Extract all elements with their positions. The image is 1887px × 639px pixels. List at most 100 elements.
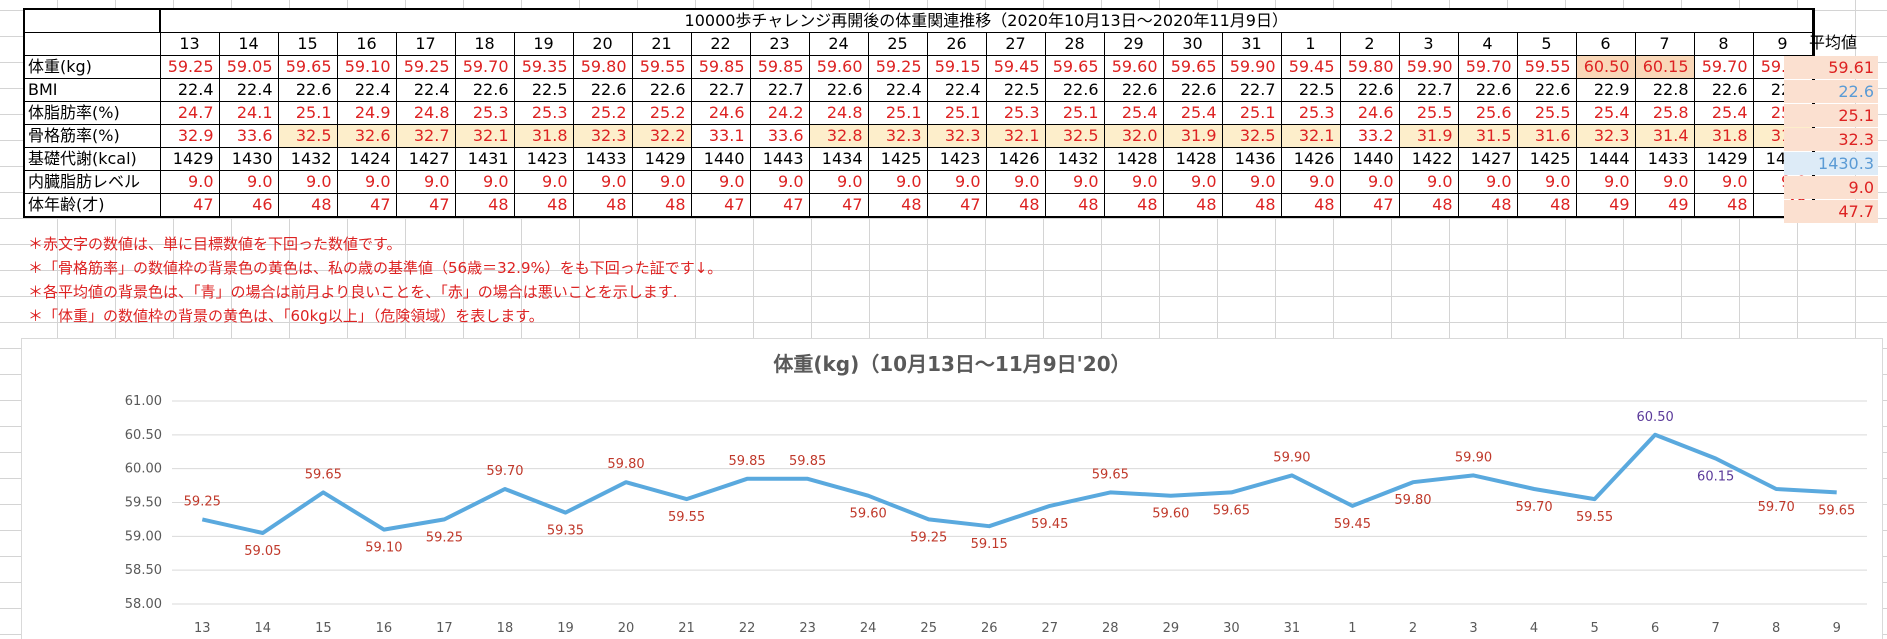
table-cell[interactable]: 22.5	[985, 78, 1046, 102]
table-cell[interactable]: 32.3	[572, 124, 633, 148]
table-cell[interactable]: 59.05	[218, 55, 279, 79]
table-cell[interactable]: 59.55	[1516, 55, 1577, 79]
table-cell[interactable]: 22.5	[513, 78, 574, 102]
table-cell[interactable]: 1433	[572, 147, 633, 171]
table-cell[interactable]: 32.1	[985, 124, 1046, 148]
table-cell[interactable]: 9.0	[1575, 170, 1636, 194]
table-cell[interactable]: 25.2	[631, 101, 692, 125]
table-cell[interactable]: 25.1	[277, 101, 338, 125]
table-cell[interactable]: 24.8	[395, 101, 456, 125]
table-cell[interactable]: 48	[631, 193, 692, 218]
table-cell[interactable]: 59.70	[454, 55, 515, 79]
table-cell[interactable]: 25.1	[867, 101, 928, 125]
table-cell[interactable]: 32.9	[159, 124, 220, 148]
table-cell[interactable]: 32.1	[1280, 124, 1341, 148]
table-cell[interactable]: 22.8	[1634, 78, 1695, 102]
table-cell[interactable]: 1444	[1575, 147, 1636, 171]
table-cell[interactable]: 25.1	[1044, 101, 1105, 125]
table-cell[interactable]: 9.0	[336, 170, 397, 194]
table-cell[interactable]: 9.0	[395, 170, 456, 194]
table-cell[interactable]: 9.0	[1634, 170, 1695, 194]
table-cell[interactable]: 1423	[926, 147, 987, 171]
day-header-cell[interactable]: 4	[1457, 32, 1518, 56]
table-cell[interactable]: 59.70	[1693, 55, 1754, 79]
table-cell[interactable]: 9.0	[513, 170, 574, 194]
average-cell[interactable]: 22.6	[1784, 80, 1878, 103]
row-label[interactable]: 体脂肪率(%)	[23, 101, 161, 125]
table-cell[interactable]: 25.6	[1457, 101, 1518, 125]
table-cell[interactable]: 33.1	[690, 124, 751, 148]
row-label[interactable]: 骨格筋率(%)	[23, 124, 161, 148]
table-cell[interactable]: 1433	[1634, 147, 1695, 171]
table-cell[interactable]: 32.0	[1103, 124, 1164, 148]
table-cell[interactable]: 25.3	[985, 101, 1046, 125]
table-cell[interactable]: 48	[1398, 193, 1459, 218]
day-header-cell[interactable]: 26	[926, 32, 987, 56]
table-cell[interactable]: 22.4	[159, 78, 220, 102]
day-header-cell[interactable]: 2	[1339, 32, 1400, 56]
table-cell[interactable]: 25.4	[1575, 101, 1636, 125]
table-cell[interactable]: 22.6	[454, 78, 515, 102]
table-cell[interactable]: 9.0	[159, 170, 220, 194]
table-cell[interactable]: 60.15	[1634, 55, 1695, 79]
table-cell[interactable]: 9.0	[1044, 170, 1105, 194]
day-header-cell[interactable]: 17	[395, 32, 456, 56]
table-cell[interactable]: 25.4	[1103, 101, 1164, 125]
table-cell[interactable]: 59.10	[336, 55, 397, 79]
day-header-cell[interactable]: 25	[867, 32, 928, 56]
table-cell[interactable]: 9.0	[1221, 170, 1282, 194]
table-cell[interactable]: 9.0	[1693, 170, 1754, 194]
day-header-cell[interactable]: 9	[1752, 32, 1815, 56]
table-cell[interactable]: 25.3	[454, 101, 515, 125]
table-cell[interactable]: 49	[1575, 193, 1636, 218]
table-cell[interactable]: 9.0	[985, 170, 1046, 194]
row-label[interactable]: BMI	[23, 78, 161, 102]
table-cell[interactable]: 22.6	[1162, 78, 1223, 102]
table-cell[interactable]: 22.4	[395, 78, 456, 102]
table-cell[interactable]: 1429	[631, 147, 692, 171]
weight-chart-panel[interactable]: 体重(kg)（10月13日～11月9日'20） 58.00 58.50 59.00 5…	[21, 338, 1883, 639]
table-cell[interactable]: 48	[1162, 193, 1223, 218]
table-cell[interactable]: 59.55	[631, 55, 692, 79]
table-cell[interactable]: 59.65	[1044, 55, 1105, 79]
table-cell[interactable]: 22.6	[277, 78, 338, 102]
table-cell[interactable]: 31.9	[1398, 124, 1459, 148]
table-cell[interactable]: 32.8	[808, 124, 869, 148]
table-cell[interactable]: 25.1	[926, 101, 987, 125]
table-cell[interactable]: 33.2	[1339, 124, 1400, 148]
table-cell[interactable]: 33.6	[749, 124, 810, 148]
table-cell[interactable]: 9.0	[690, 170, 751, 194]
table-cell[interactable]: 59.60	[1103, 55, 1164, 79]
table-cell[interactable]: 22.4	[867, 78, 928, 102]
table-cell[interactable]: 46	[218, 193, 279, 218]
table-cell[interactable]: 22.7	[749, 78, 810, 102]
table-cell[interactable]: 32.3	[926, 124, 987, 148]
table-cell[interactable]: 25.1	[1221, 101, 1282, 125]
table-cell[interactable]: 1429	[159, 147, 220, 171]
row-label[interactable]: 内臓脂肪レベル	[23, 170, 161, 194]
table-cell[interactable]: 47	[926, 193, 987, 218]
table-cell[interactable]: 22.7	[690, 78, 751, 102]
table-cell[interactable]: 48	[867, 193, 928, 218]
day-header-cell[interactable]: 15	[277, 32, 338, 56]
average-cell[interactable]: 59.61	[1784, 56, 1878, 79]
table-cell[interactable]: 24.7	[159, 101, 220, 125]
table-cell[interactable]: 1425	[867, 147, 928, 171]
table-cell[interactable]: 48	[1044, 193, 1105, 218]
table-cell[interactable]: 49	[1634, 193, 1695, 218]
table-cell[interactable]: 59.80	[1339, 55, 1400, 79]
table-cell[interactable]: 32.5	[1221, 124, 1282, 148]
table-cell[interactable]: 48	[277, 193, 338, 218]
table-cell[interactable]: 32.1	[454, 124, 515, 148]
average-cell[interactable]: 1430.3	[1784, 152, 1878, 175]
table-cell[interactable]: 1427	[395, 147, 456, 171]
table-cell[interactable]: 24.6	[690, 101, 751, 125]
table-cell[interactable]: 22.5	[1280, 78, 1341, 102]
table-cell[interactable]: 24.9	[336, 101, 397, 125]
average-cell[interactable]: 47.7	[1784, 200, 1878, 223]
table-cell[interactable]: 1423	[513, 147, 574, 171]
table-cell[interactable]: 59.65	[1162, 55, 1223, 79]
table-cell[interactable]: 59.65	[277, 55, 338, 79]
average-cell[interactable]: 32.3	[1784, 128, 1878, 151]
day-header-cell[interactable]: 30	[1162, 32, 1223, 56]
